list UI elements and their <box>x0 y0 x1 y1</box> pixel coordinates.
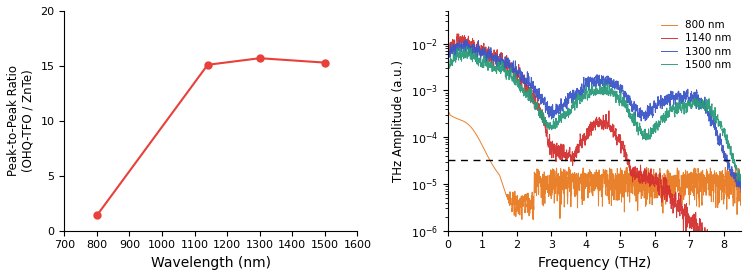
1140 nm <box>444 69 453 73</box>
800 nm <box>444 120 453 123</box>
1140 nm <box>477 50 486 53</box>
1140 nm <box>556 149 565 153</box>
1300 nm <box>556 113 565 116</box>
Y-axis label: Peak-to-Peak Ratio
(OHQ-TFO / ZnTe): Peak-to-Peak Ratio (OHQ-TFO / ZnTe) <box>7 65 35 176</box>
800 nm <box>699 177 708 181</box>
800 nm <box>737 176 746 179</box>
1500 nm <box>494 66 503 69</box>
1300 nm <box>699 106 708 109</box>
Legend: 800 nm, 1140 nm, 1300 nm, 1500 nm: 800 nm, 1140 nm, 1300 nm, 1500 nm <box>657 16 736 74</box>
1500 nm <box>699 101 708 104</box>
1300 nm <box>737 191 746 194</box>
1300 nm <box>494 58 503 62</box>
1500 nm <box>568 101 577 105</box>
X-axis label: Wavelength (nm): Wavelength (nm) <box>151 256 271 270</box>
1500 nm <box>444 82 453 85</box>
Line: 1140 nm: 1140 nm <box>448 34 741 251</box>
800 nm <box>731 170 740 173</box>
1500 nm <box>731 166 740 169</box>
1300 nm <box>477 49 486 52</box>
1500 nm <box>556 116 565 119</box>
800 nm <box>568 179 577 182</box>
Line: 800 nm: 800 nm <box>448 113 741 220</box>
X-axis label: Frequency (THz): Frequency (THz) <box>538 256 651 270</box>
1300 nm <box>568 95 577 98</box>
1300 nm <box>731 177 740 180</box>
1500 nm <box>737 177 746 180</box>
800 nm <box>529 218 538 221</box>
1500 nm <box>462 45 471 48</box>
1140 nm <box>731 243 740 247</box>
Line: 1300 nm: 1300 nm <box>448 40 741 193</box>
1300 nm <box>444 62 453 65</box>
800 nm <box>494 173 503 176</box>
1140 nm <box>494 60 503 64</box>
800 nm <box>477 142 486 146</box>
1140 nm <box>568 152 577 156</box>
1140 nm <box>737 249 746 252</box>
800 nm <box>445 111 454 114</box>
Y-axis label: THz Amplitude (a.u.): THz Amplitude (a.u.) <box>392 60 405 182</box>
1140 nm <box>699 235 708 238</box>
1500 nm <box>736 179 745 183</box>
1300 nm <box>462 38 470 41</box>
1140 nm <box>453 32 462 35</box>
800 nm <box>556 177 565 180</box>
1500 nm <box>477 63 486 67</box>
Line: 1500 nm: 1500 nm <box>448 46 741 181</box>
